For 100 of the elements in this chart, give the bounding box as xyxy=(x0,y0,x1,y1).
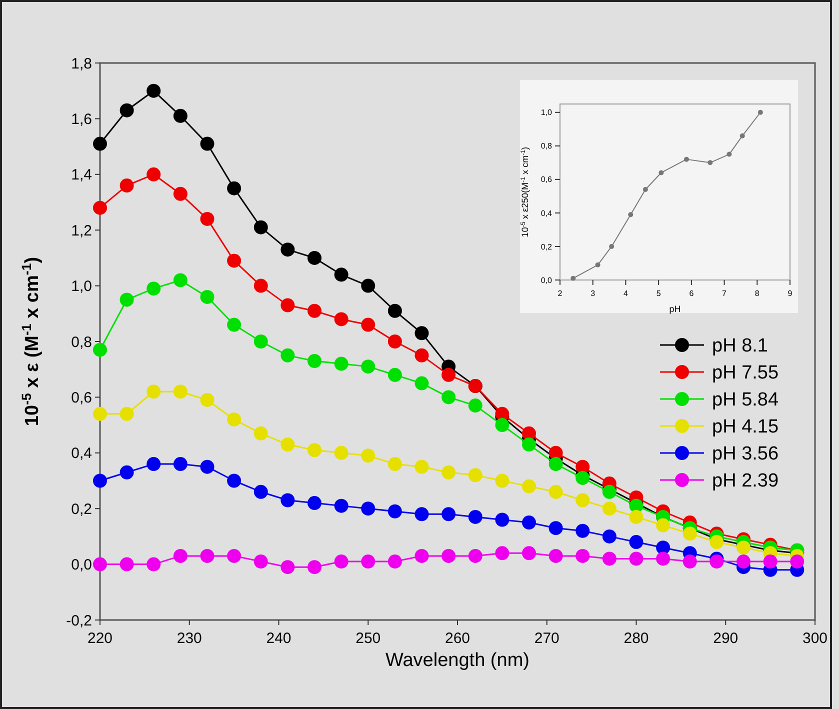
point xyxy=(740,133,745,138)
point xyxy=(308,560,322,574)
point xyxy=(629,535,644,550)
point xyxy=(173,108,188,123)
point xyxy=(576,548,590,563)
point xyxy=(682,526,697,541)
point xyxy=(495,512,510,527)
point xyxy=(334,312,348,326)
y-tick-label: 0,6 xyxy=(71,389,92,406)
point xyxy=(227,318,242,332)
point xyxy=(442,368,456,382)
x-tick-label: 290 xyxy=(713,630,738,647)
point xyxy=(414,376,429,390)
legend-label: pH 7.55 xyxy=(712,362,779,384)
point xyxy=(93,342,107,357)
point xyxy=(146,282,161,296)
legend-label: pH 2.39 xyxy=(712,470,779,492)
point xyxy=(361,318,376,332)
point xyxy=(602,484,616,499)
point xyxy=(414,326,429,340)
point xyxy=(120,178,134,193)
point xyxy=(173,457,188,472)
point xyxy=(576,470,590,485)
point xyxy=(388,457,402,472)
point xyxy=(146,167,161,182)
point xyxy=(684,156,689,162)
y-tick-label: 0,2 xyxy=(540,242,553,252)
point xyxy=(308,304,322,318)
point xyxy=(548,457,563,472)
point xyxy=(522,516,536,530)
x-tick-label: 4 xyxy=(623,289,628,298)
point xyxy=(227,254,242,268)
x-tick-label: 280 xyxy=(624,630,649,647)
point xyxy=(414,460,429,474)
point xyxy=(548,521,563,536)
y-tick-label: 0,4 xyxy=(540,208,553,218)
point xyxy=(227,412,242,426)
point xyxy=(361,448,376,463)
point xyxy=(609,244,614,249)
y-tick-label: 1,0 xyxy=(71,278,92,296)
point xyxy=(522,546,536,560)
point xyxy=(595,262,600,268)
y-tick-label: 0,8 xyxy=(540,142,553,151)
x-tick-label: 240 xyxy=(266,630,292,647)
point xyxy=(388,554,402,569)
point xyxy=(576,524,590,538)
x-axis-title: pH xyxy=(669,304,681,314)
point xyxy=(280,242,295,257)
legend-label: pH 5.84 xyxy=(712,390,779,411)
point xyxy=(656,518,670,532)
point xyxy=(254,220,268,234)
point xyxy=(361,360,376,374)
point xyxy=(227,548,242,563)
point xyxy=(334,356,348,371)
point xyxy=(254,554,268,569)
point xyxy=(200,392,214,407)
x-tick-label: 300 xyxy=(802,630,828,647)
point xyxy=(173,548,188,563)
point xyxy=(308,250,322,265)
point xyxy=(334,554,348,569)
point xyxy=(682,554,697,569)
point xyxy=(656,552,670,566)
point xyxy=(146,384,161,399)
y-tick-label: 0,0 xyxy=(540,276,553,285)
point xyxy=(468,510,482,524)
x-tick-label: 8 xyxy=(754,289,760,298)
point xyxy=(570,276,576,281)
point xyxy=(200,290,214,304)
legend-label: pH 4.15 xyxy=(712,416,779,438)
y-tick-label: 0,6 xyxy=(540,175,553,184)
point xyxy=(736,554,750,569)
point xyxy=(602,552,616,566)
point xyxy=(173,384,188,399)
point xyxy=(442,507,456,522)
point xyxy=(120,103,134,118)
point xyxy=(280,298,295,312)
y-tick-label: 1,8 xyxy=(71,55,92,72)
point xyxy=(254,278,268,293)
point xyxy=(254,426,268,440)
point xyxy=(548,484,563,499)
point xyxy=(280,560,295,574)
point xyxy=(93,406,107,421)
point xyxy=(280,348,295,362)
point xyxy=(576,493,590,508)
point xyxy=(254,334,268,348)
legend-label: pH 8.1 xyxy=(712,336,768,357)
point xyxy=(200,136,214,151)
point xyxy=(254,484,268,499)
point xyxy=(173,273,188,288)
x-tick-label: 220 xyxy=(87,630,113,647)
x-tick-label: 260 xyxy=(444,630,470,647)
point xyxy=(642,186,648,192)
point xyxy=(629,510,644,524)
point xyxy=(227,181,242,196)
y-tick-label: -0,2 xyxy=(66,612,92,630)
point xyxy=(388,334,402,348)
x-tick-label: 9 xyxy=(788,289,793,298)
point xyxy=(790,554,804,569)
point xyxy=(388,304,402,318)
point xyxy=(93,136,107,151)
